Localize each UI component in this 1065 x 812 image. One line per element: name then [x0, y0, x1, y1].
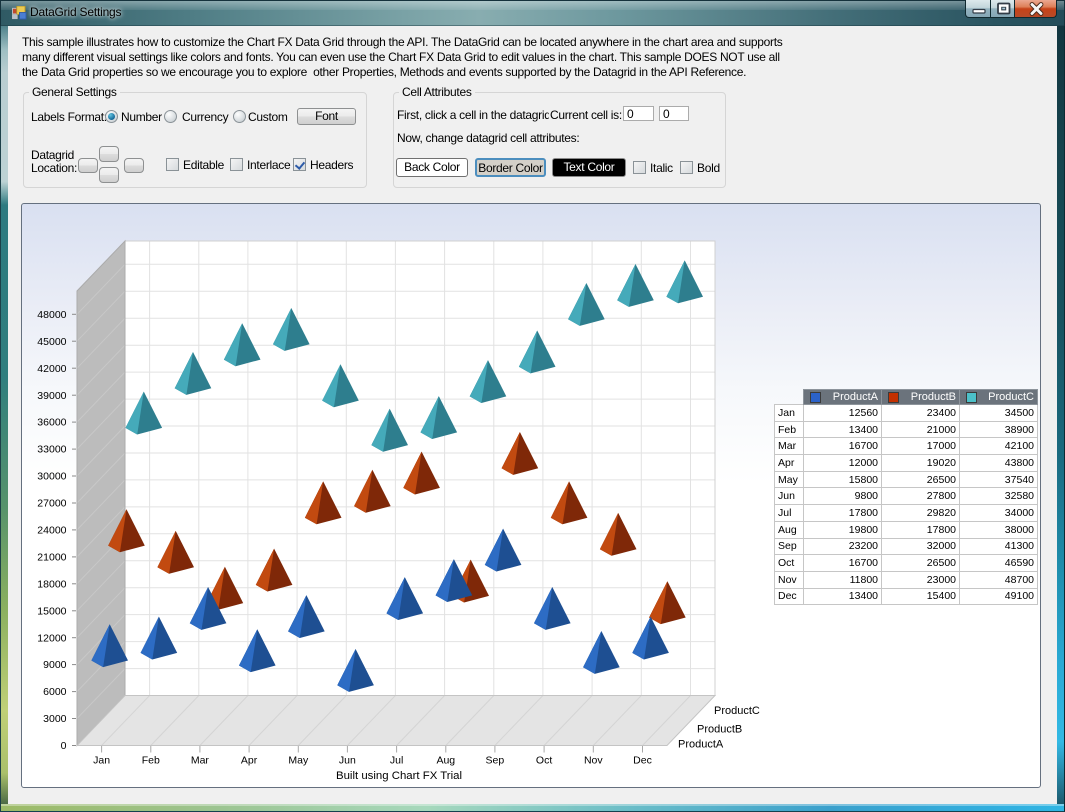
- svg-text:18000: 18000: [37, 578, 66, 590]
- svg-text:39000: 39000: [37, 390, 66, 402]
- svg-text:6000: 6000: [43, 686, 67, 698]
- svg-text:ProductA: ProductA: [678, 739, 724, 751]
- svg-text:3000: 3000: [43, 713, 67, 725]
- svg-text:Dec: Dec: [633, 754, 652, 766]
- svg-text:Mar: Mar: [191, 754, 210, 766]
- svg-text:0: 0: [61, 740, 67, 752]
- svg-text:Jul: Jul: [390, 754, 403, 766]
- svg-text:15000: 15000: [37, 605, 66, 617]
- svg-text:Nov: Nov: [584, 754, 603, 766]
- svg-text:Jan: Jan: [93, 754, 110, 766]
- svg-text:Aug: Aug: [436, 754, 455, 766]
- svg-text:24000: 24000: [37, 525, 66, 537]
- svg-text:30000: 30000: [37, 471, 66, 483]
- svg-text:Apr: Apr: [241, 754, 258, 766]
- svg-text:Feb: Feb: [142, 754, 160, 766]
- svg-text:45000: 45000: [37, 336, 66, 348]
- svg-text:9000: 9000: [43, 659, 67, 671]
- svg-text:Oct: Oct: [536, 754, 552, 766]
- svg-text:Sep: Sep: [486, 754, 505, 766]
- svg-text:27000: 27000: [37, 498, 66, 510]
- svg-text:42000: 42000: [37, 363, 66, 375]
- svg-text:ProductC: ProductC: [714, 705, 760, 717]
- svg-text:May: May: [288, 754, 309, 766]
- svg-text:36000: 36000: [37, 417, 66, 429]
- svg-text:ProductB: ProductB: [697, 723, 742, 735]
- svg-text:Built using Chart FX Trial: Built using Chart FX Trial: [336, 770, 462, 782]
- svg-text:Jun: Jun: [339, 754, 356, 766]
- svg-text:12000: 12000: [37, 632, 66, 644]
- svg-text:48000: 48000: [37, 309, 66, 321]
- svg-text:21000: 21000: [37, 552, 66, 564]
- svg-text:33000: 33000: [37, 444, 66, 456]
